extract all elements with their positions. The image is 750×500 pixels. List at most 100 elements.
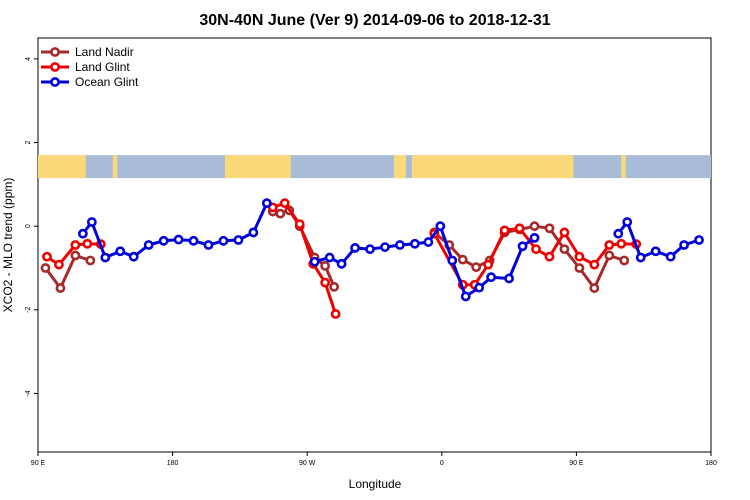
land-segment <box>393 155 406 179</box>
ocean-glint-point <box>336 258 347 269</box>
series-layer <box>40 198 704 319</box>
x-tick-label: 90 W <box>299 460 316 467</box>
ocean-glint-point <box>517 241 528 252</box>
legend-marker-land-nadir <box>50 47 60 57</box>
land-glint-point <box>70 240 81 250</box>
legend-marker-ocean-glint <box>50 77 60 87</box>
ocean-glint-point <box>188 235 199 246</box>
y-tick-label: 4 <box>25 57 32 61</box>
land-glint-point <box>514 223 525 234</box>
ocean-glint-point <box>128 251 139 262</box>
land-glint-point <box>279 198 290 209</box>
land-nadir-point <box>85 255 96 266</box>
land-nadir-point <box>559 244 570 255</box>
ocean-glint-point <box>504 273 514 284</box>
x-tick-label: 180 <box>705 460 717 467</box>
y-tick-label: -2 <box>25 307 32 313</box>
ocean-glint-point <box>233 235 244 245</box>
land-glint-point <box>294 219 305 229</box>
land-ocean-band <box>38 155 711 179</box>
legend-label-land-glint: Land Glint <box>75 60 130 74</box>
land-nadir-point <box>275 208 286 219</box>
land-glint-point <box>483 259 494 270</box>
ocean-glint-point <box>261 198 272 209</box>
land-segment <box>621 155 626 179</box>
ocean-glint-point <box>435 221 446 232</box>
land-nadir-point <box>40 263 51 273</box>
land-nadir-point <box>70 250 81 261</box>
ocean-glint-point <box>248 227 259 238</box>
y-axis-label: XCO2 - MLO trend (ppm) <box>1 178 15 313</box>
ocean-glint-point <box>365 244 375 255</box>
land-nadir-point <box>604 250 615 261</box>
land-segment <box>224 155 291 179</box>
ocean-glint-point <box>529 232 540 243</box>
land-glint-point <box>531 244 541 255</box>
ocean-glint-point <box>665 251 676 262</box>
land-segment <box>38 155 86 179</box>
x-tick-label: 0 <box>440 460 444 467</box>
land-glint-point <box>559 227 570 238</box>
ocean-glint-point <box>460 291 471 302</box>
ocean-glint-point <box>309 256 320 267</box>
land-nadir-point <box>574 263 585 273</box>
land-nadir-point <box>457 254 468 265</box>
ocean-glint-point <box>635 252 646 263</box>
land-nadir-point <box>471 262 482 273</box>
legend-label-ocean-glint: Ocean Glint <box>75 75 139 89</box>
land-nadir-point <box>329 281 340 292</box>
land-nadir-point <box>544 223 555 234</box>
land-glint-point <box>616 238 627 249</box>
y-tick-label: -4 <box>25 390 32 396</box>
ocean-glint-point <box>143 240 154 250</box>
land-segment <box>411 155 574 179</box>
ocean-glint-point <box>447 255 458 266</box>
land-nadir-point <box>320 261 331 271</box>
ocean-glint-point <box>679 240 689 250</box>
x-tick-label: 90 E <box>31 460 46 467</box>
land-nadir-point <box>619 255 630 266</box>
ocean-glint-point <box>324 252 335 263</box>
ocean-band <box>38 155 711 179</box>
land-glint-point <box>330 309 341 319</box>
ocean-glint-point <box>173 234 184 245</box>
ocean-glint-point <box>395 240 405 250</box>
land-segment <box>112 155 118 179</box>
x-tick-label: 90 E <box>569 460 584 467</box>
x-axis-label: Longitude <box>349 477 402 491</box>
plot-frame <box>37 37 712 453</box>
y-tick-label: 2 <box>25 140 32 144</box>
land-glint-point <box>544 251 555 262</box>
land-nadir-point <box>529 221 540 232</box>
ocean-glint-point <box>474 282 485 293</box>
ocean-glint-point <box>622 217 633 227</box>
chart-title: 30N-40N June (Ver 9) 2014-09-06 to 2018-… <box>199 12 550 29</box>
ocean-glint-line <box>81 202 269 259</box>
x-tick-label: 180 <box>167 460 179 467</box>
ocean-glint-point <box>86 217 97 227</box>
y-tick-label: 0 <box>25 224 32 228</box>
series-ocean-glint <box>77 198 704 302</box>
ocean-glint-point <box>100 252 111 263</box>
ocean-glint-point <box>409 238 420 249</box>
ocean-glint-point <box>423 237 434 247</box>
ocean-glint-point <box>650 246 661 257</box>
ocean-glint-point <box>203 240 214 250</box>
land-glint-point <box>42 251 52 262</box>
land-glint-point <box>82 238 93 249</box>
ocean-glint-point <box>115 246 126 257</box>
ocean-glint-point <box>694 235 704 245</box>
land-nadir-line <box>44 254 91 290</box>
land-glint-point <box>499 225 510 236</box>
land-glint-point <box>320 277 331 288</box>
ocean-glint-point <box>77 228 88 239</box>
y-axis: -4 -2 0 2 4 <box>25 57 38 397</box>
land-glint-point <box>589 259 600 270</box>
land-glint-point <box>604 240 615 250</box>
ocean-glint-point <box>350 243 360 253</box>
legend-label-land-nadir: Land Nadir <box>75 45 134 59</box>
x-axis: 90 E 180 90 W 0 90 E 180 <box>31 452 717 467</box>
ocean-glint-point <box>218 235 229 246</box>
